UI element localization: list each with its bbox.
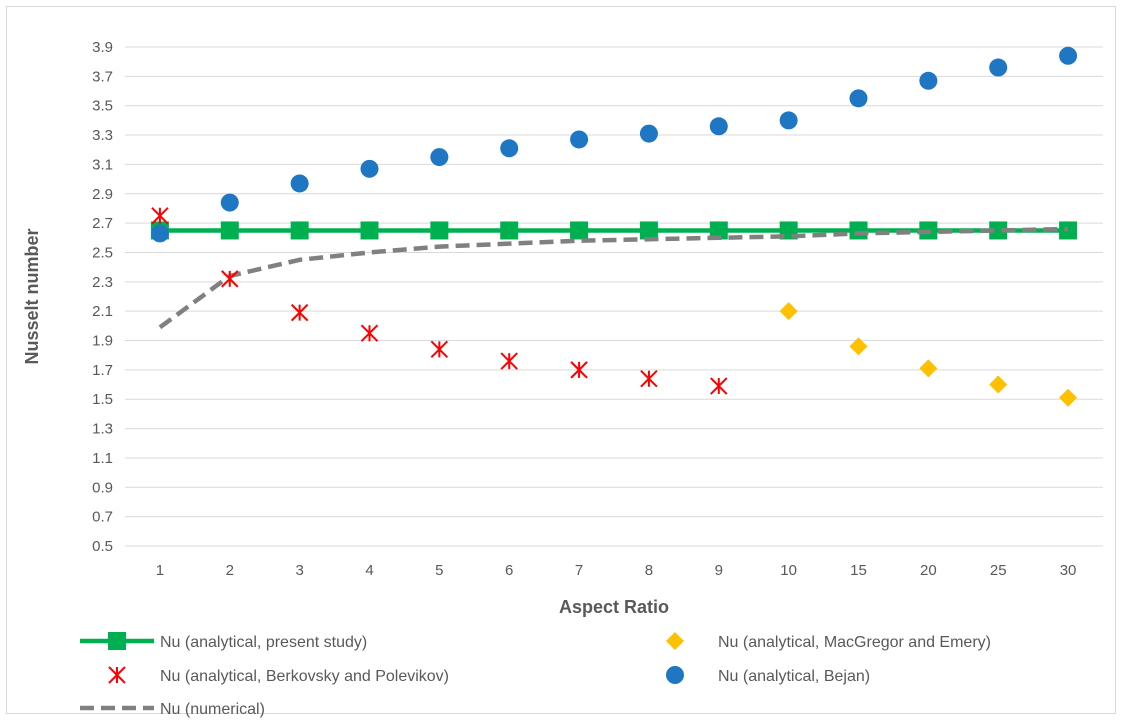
y-tick-label: 3.3: [92, 127, 113, 144]
data-point-berkovsky: [640, 369, 658, 388]
chart-frame: [6, 6, 1116, 714]
data-point-present-study: [500, 221, 519, 240]
data-point-berkovsky: [290, 303, 309, 322]
data-point-present-study: [709, 221, 728, 240]
y-tick-label: 2.3: [92, 274, 113, 291]
data-point-bejan: [779, 111, 798, 130]
data-point-berkovsky: [151, 207, 169, 225]
data-point-present-study: [849, 221, 868, 240]
data-point-macgregor: [1059, 388, 1078, 407]
y-tick-label: 3.5: [92, 98, 113, 115]
y-tick-label: 0.7: [92, 509, 113, 526]
y-tick-label: 0.9: [92, 479, 113, 496]
data-point-berkovsky: [570, 361, 588, 379]
data-point-bejan: [430, 148, 449, 167]
data-point-present-study: [290, 221, 309, 240]
x-tick-label: 6: [505, 562, 513, 579]
data-point-bejan: [1059, 46, 1078, 65]
legend-marker-macgregor: [666, 632, 684, 650]
y-tick-label: 1.7: [92, 362, 113, 379]
x-tick-label: 8: [645, 562, 653, 579]
data-point-present-study: [360, 221, 379, 240]
data-point-macgregor: [989, 375, 1008, 394]
x-tick-label: 4: [365, 562, 373, 579]
y-tick-label: 3.1: [92, 156, 113, 173]
legend-label: Nu (analytical, MacGregor and Emery): [718, 634, 991, 651]
y-axis-title: Nusselt number: [22, 228, 42, 364]
data-point-macgregor: [779, 302, 798, 321]
y-tick-label: 1.1: [92, 450, 113, 467]
legend-marker-berkovsky: [108, 666, 126, 684]
x-tick-label: 1: [156, 562, 164, 579]
legend-label: Nu (analytical, Bejan): [718, 668, 870, 685]
x-tick-label: 30: [1060, 562, 1077, 579]
x-axis-title: Aspect Ratio: [559, 597, 669, 617]
data-point-bejan: [500, 139, 519, 158]
data-point-bejan: [919, 71, 938, 90]
y-tick-label: 0.5: [92, 538, 113, 555]
x-tick-label: 5: [435, 562, 443, 579]
data-point-berkovsky: [500, 352, 518, 370]
x-tick-label: 9: [715, 562, 723, 579]
series-line-numerical: [158, 226, 1069, 330]
data-point-berkovsky: [360, 324, 379, 342]
x-tick-label: 15: [850, 562, 867, 579]
data-point-bejan: [360, 159, 379, 178]
y-tick-label: 2.5: [92, 244, 113, 261]
data-point-present-study: [220, 221, 239, 240]
data-point-macgregor: [849, 337, 868, 356]
y-tick-label: 2.7: [92, 215, 113, 232]
data-point-bejan: [849, 89, 868, 108]
data-point-present-study: [989, 221, 1008, 240]
data-point-bejan: [220, 193, 239, 212]
data-point-bejan: [290, 174, 309, 193]
x-tick-label: 20: [920, 562, 937, 579]
legend-marker-bejan: [666, 666, 684, 684]
data-point-bejan: [639, 124, 658, 143]
y-tick-label: 1.3: [92, 421, 113, 438]
legend-marker-present-study: [108, 632, 126, 650]
legend-label: Nu (numerical): [160, 701, 265, 718]
y-tick-label: 3.7: [92, 68, 113, 85]
y-tick-label: 1.9: [92, 333, 113, 350]
data-point-present-study: [570, 221, 589, 240]
x-tick-label: 25: [990, 562, 1007, 579]
x-tick-label: 3: [295, 562, 303, 579]
y-tick-label: 3.9: [92, 39, 113, 56]
y-tick-label: 2.1: [92, 303, 113, 320]
data-point-bejan: [989, 58, 1008, 77]
x-tick-label: 2: [226, 562, 234, 579]
legend-label: Nu (analytical, present study): [160, 634, 367, 651]
x-tick-label: 10: [780, 562, 797, 579]
data-point-berkovsky: [221, 270, 239, 288]
legend-label: Nu (analytical, Berkovsky and Polevikov): [160, 668, 449, 685]
y-tick-label: 1.5: [92, 391, 113, 408]
data-point-bejan: [570, 130, 589, 149]
data-point-bejan: [709, 117, 728, 136]
data-point-present-study: [639, 221, 658, 240]
data-point-berkovsky: [430, 340, 449, 359]
data-point-present-study: [430, 221, 449, 240]
data-point-berkovsky: [710, 377, 728, 395]
y-tick-label: 2.9: [92, 186, 113, 203]
data-point-macgregor: [919, 359, 938, 378]
data-point-bejan: [150, 224, 169, 243]
x-tick-label: 7: [575, 562, 583, 579]
